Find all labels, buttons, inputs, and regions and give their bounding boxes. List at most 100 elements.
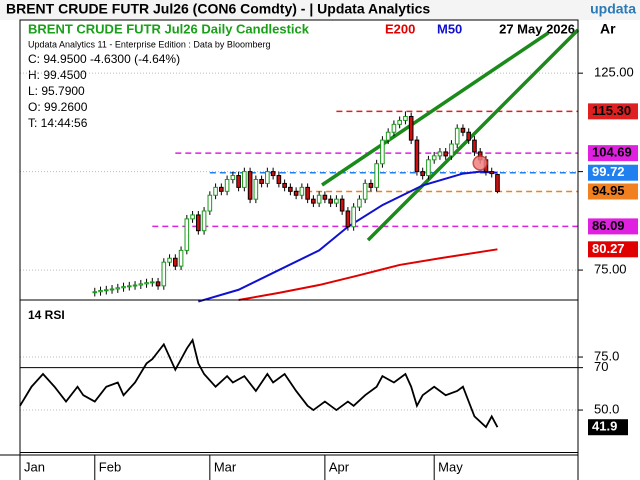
value-label: 80.27: [592, 241, 625, 256]
candle-body: [270, 171, 276, 177]
candle-body: [466, 131, 472, 141]
candle-body: [213, 186, 218, 196]
candle-body: [190, 214, 195, 220]
candle-body: [265, 171, 270, 184]
candle-body: [138, 283, 144, 286]
candle-body: [414, 139, 420, 173]
candle-body: [449, 143, 454, 157]
info-line: T: 14:44:56: [28, 116, 88, 130]
y-tick-label: 75.00: [594, 262, 627, 277]
tab: Ar: [600, 21, 616, 37]
candle-body: [345, 210, 351, 228]
candle-body: [420, 171, 425, 177]
y-tick-label: 75.0: [594, 348, 619, 363]
candle-body: [155, 281, 161, 287]
candle-body: [173, 257, 178, 267]
value-box: [588, 241, 638, 258]
candle-body: [316, 194, 322, 204]
source: Updata Analytics 11 - Enterprise Edition…: [28, 39, 270, 49]
candle-body: [403, 115, 408, 121]
date: 27 May 2026: [499, 21, 575, 36]
value-label: 115.30: [592, 103, 631, 118]
candle-body: [397, 119, 402, 125]
candle-body: [357, 198, 362, 208]
candle-body: [276, 175, 282, 184]
candle-body: [362, 182, 368, 200]
candle-body: [247, 171, 253, 200]
candle-body: [236, 175, 241, 188]
candle-body: [351, 206, 356, 228]
candle-body: [368, 182, 374, 188]
candle-body: [201, 210, 207, 232]
candle-body: [207, 194, 213, 212]
trend-line: [366, 28, 580, 242]
legend-entry: M50: [437, 21, 462, 36]
value-box: [588, 164, 638, 181]
x-tick-label: Apr: [329, 459, 350, 474]
trend-line: [321, 31, 550, 187]
value-box: [588, 183, 638, 200]
title-bar: [0, 0, 640, 20]
x-tick-label: Feb: [99, 459, 121, 474]
x-tick-label: May: [438, 459, 463, 474]
candle-body: [460, 127, 466, 133]
candle-body: [311, 198, 316, 204]
y-tick-label: 125.00: [594, 65, 634, 80]
candle-body: [437, 151, 443, 157]
candle-body: [426, 159, 431, 177]
candle-body: [224, 178, 230, 192]
value-box: [588, 218, 638, 235]
candle-body: [385, 131, 391, 141]
moving-average: [238, 248, 498, 301]
candle-body: [282, 182, 287, 188]
candle-body: [178, 249, 184, 267]
candle-body: [472, 139, 477, 153]
candle-body: [339, 198, 345, 212]
candle-body: [322, 194, 328, 200]
value-box: [588, 145, 638, 162]
candle-body: [98, 290, 103, 293]
y-tick-label: 50.0: [594, 401, 619, 416]
candle-body: [230, 175, 236, 180]
candle-body: [253, 178, 259, 200]
candle-body: [259, 178, 264, 184]
x-tick-label: Jan: [24, 459, 45, 474]
candle-body: [184, 218, 190, 251]
info-line: C: 94.9500 -4.6300 (-4.64%): [28, 52, 180, 66]
candle-body: [299, 186, 305, 196]
value-label: 94.95: [592, 183, 625, 198]
candle-body: [126, 285, 132, 288]
moving-average: [198, 170, 498, 303]
candle-body: [380, 139, 385, 165]
candle-body: [305, 186, 310, 200]
candle-body: [219, 186, 224, 192]
window-title: BRENT CRUDE FUTR Jul26 (CON6 Comdty) - |…: [6, 1, 430, 17]
value-label: 99.72: [592, 164, 625, 179]
candle-body: [132, 284, 138, 287]
chart-title: BRENT CRUDE FUTR Jul26 Daily Candlestick: [28, 21, 310, 36]
candle-body: [288, 186, 293, 192]
y-tick-label: 70: [594, 359, 608, 374]
candle-body: [334, 198, 339, 204]
candle-body: [242, 171, 247, 188]
candle-body: [293, 190, 299, 196]
candle-body: [103, 289, 109, 292]
marker: [472, 155, 488, 171]
info-line: O: 99.2600: [28, 100, 88, 114]
candle-body: [374, 163, 379, 188]
x-tick-label: Mar: [214, 459, 237, 474]
value-box: [588, 103, 638, 120]
candle-body: [121, 286, 126, 289]
value-label: 86.09: [592, 218, 625, 233]
candle-body: [150, 281, 155, 284]
info-line: L: 95.7900: [28, 84, 85, 98]
value-label: 104.69: [592, 145, 632, 160]
candle-body: [144, 282, 149, 285]
candle-body: [109, 288, 115, 291]
panel-title: 14 RSI: [28, 308, 65, 322]
candle-body: [161, 261, 167, 287]
candle-body: [495, 174, 500, 193]
candle-body: [328, 198, 333, 204]
